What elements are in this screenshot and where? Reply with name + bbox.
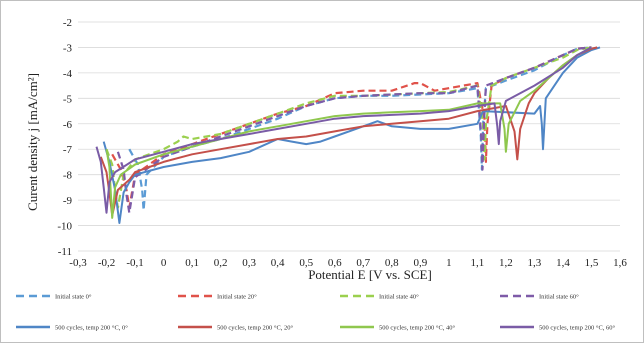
y-tick-label: -9 (63, 195, 73, 207)
x-tick-label: 0,1 (185, 257, 199, 269)
y-tick-label: -5 (63, 93, 73, 105)
x-tick-label: 1,2 (499, 257, 513, 269)
legend-label: 500 cycles, temp 200 °C, 0° (55, 325, 128, 332)
x-tick-label: 0,3 (242, 257, 256, 269)
series-lines (95, 46, 601, 224)
x-tick-label: -0,1 (126, 257, 143, 269)
x-tick-label: 0,4 (271, 257, 285, 269)
series-line-7 (105, 46, 592, 219)
x-tick-label: 1,3 (528, 257, 542, 269)
x-tick-label: 0,8 (385, 257, 399, 269)
x-tick-label: 1,4 (556, 257, 570, 269)
x-tick-label: 0,2 (214, 257, 228, 269)
x-tick-label: 0 (161, 257, 167, 269)
x-tick-label: 0,7 (356, 257, 370, 269)
gridlines (78, 21, 620, 252)
x-tick-label: 0,9 (413, 257, 427, 269)
x-tick-label: 1,6 (613, 257, 627, 269)
y-tick-label: -10 (57, 221, 72, 233)
x-tick-label: -0,3 (69, 257, 87, 269)
legend-label: 500 cycles, temp 200 °C, 40° (379, 325, 456, 332)
legend-label: Initial state 60° (539, 294, 579, 301)
series-line-6 (99, 46, 598, 217)
x-tick-label: 0,6 (328, 257, 342, 269)
legend-label: Initial state 0° (55, 294, 92, 301)
y-tick-label: -3 (63, 42, 73, 54)
x-tick-labels: -0,3 -0,2 -0,1 0 0,1 0,2 0,3 0,4 0,5 0,6 0,7 0,8 0,9… (69, 257, 627, 269)
y-tick-label: -8 (63, 170, 73, 182)
series-line-8 (95, 46, 592, 214)
x-tick-label: -0,2 (98, 257, 115, 269)
y-tick-labels: -2 -3 -4 -5 -6 -7 -8 -9 -10 -11 (57, 17, 72, 258)
y-tick-label: -7 (63, 144, 73, 156)
y-tick-label: -4 (63, 68, 73, 80)
x-tick-label: 0,5 (299, 257, 313, 269)
x-tick-label: 1,1 (470, 257, 484, 269)
legend-label: 500 cycles, temp 200 °C, 60° (539, 325, 616, 332)
y-tick-label: -2 (63, 17, 72, 29)
legend-label: Initial state 40° (379, 294, 419, 301)
legend-label: Initial state 20° (217, 294, 257, 301)
x-tick-label: 1,5 (585, 257, 599, 269)
series-line-3 (105, 46, 592, 209)
x-axis-title: Potential E [V vs. SCE] (308, 267, 432, 282)
legend-label: 500 cycles, temp 200 °C, 20° (217, 325, 294, 332)
legend: Initial state 0° Initial state 20° Initial… (16, 294, 616, 332)
y-tick-label: -6 (63, 119, 73, 131)
y-axis-title: Curent density j [mA/cm²] (25, 73, 40, 211)
x-tick-label: 1 (446, 257, 452, 269)
y-tick-label: -11 (58, 246, 72, 258)
